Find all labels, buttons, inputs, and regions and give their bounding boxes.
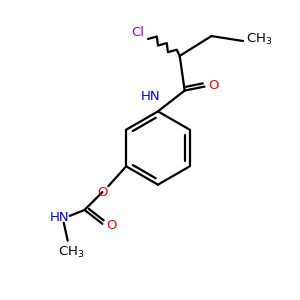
Text: HN: HN: [141, 89, 161, 103]
Text: CH$_3$: CH$_3$: [58, 245, 85, 260]
Text: O: O: [208, 79, 219, 92]
Text: Cl: Cl: [132, 26, 145, 39]
Text: O: O: [106, 219, 117, 232]
Text: HN: HN: [50, 212, 70, 224]
Text: O: O: [97, 186, 108, 199]
Text: CH$_3$: CH$_3$: [246, 32, 272, 46]
